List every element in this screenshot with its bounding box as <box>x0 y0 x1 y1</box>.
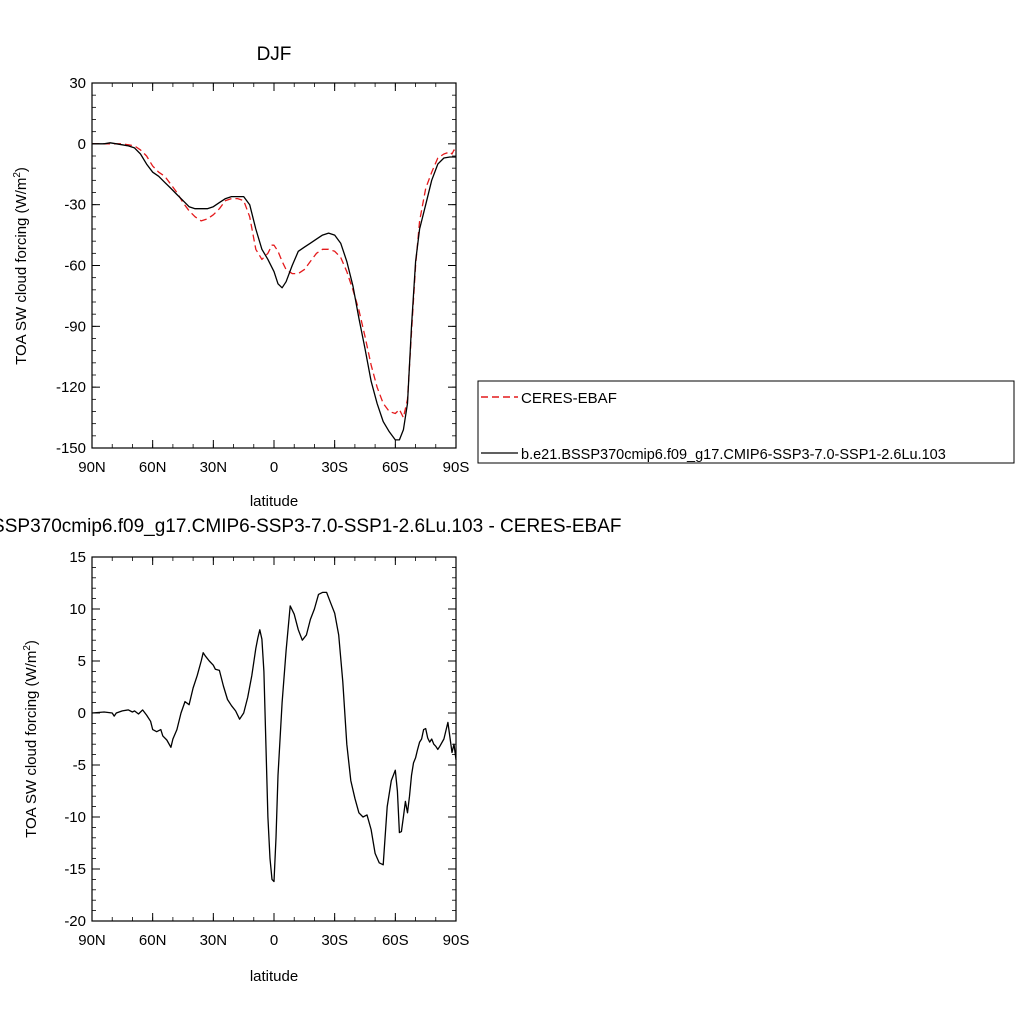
panel-djf: DJF 30 0 -30 -60 -90 -120 -150 90N 60N 30N 0 30S 60… <box>12 44 469 510</box>
y-tick-label: -15 <box>64 861 86 878</box>
legend-box <box>477 380 1015 464</box>
y-tick-label: -90 <box>64 318 86 335</box>
panel2-x-axis-label: latitude <box>250 968 298 985</box>
x-tick-label: 60N <box>139 459 167 476</box>
panel2-series-lines <box>91 591 457 883</box>
y-tick-label: -5 <box>73 757 86 774</box>
series-line-ceres-ebaf <box>92 143 457 419</box>
y-tick-label: -60 <box>64 258 86 275</box>
y-tick-label: -30 <box>64 197 86 214</box>
y-tick-label: 5 <box>78 653 86 670</box>
panel1-ticks <box>91 82 457 449</box>
panel2-ticks <box>91 556 457 922</box>
x-tick-label: 30S <box>321 932 348 949</box>
y-tick-label: 15 <box>69 549 86 566</box>
y-tick-label: 0 <box>78 705 86 722</box>
panel-difference: b.e21.BSSP370cmip6.f09_g17.CMIP6-SSP3-7.… <box>0 516 621 985</box>
x-tick-label: 90S <box>443 459 470 476</box>
y-tick-label: 10 <box>69 601 86 618</box>
panel2-x-tick-labels: 90N 60N 30N 0 30S 60S 90S <box>78 932 469 949</box>
panel1-y-tick-labels: 30 0 -30 -60 -90 -120 -150 <box>56 75 86 457</box>
panel1-y-axis-label: TOA SW cloud forcing (W/m2) <box>12 167 30 365</box>
x-tick-label: 60S <box>382 459 409 476</box>
x-tick-label: 0 <box>270 932 278 949</box>
x-tick-label: 90N <box>78 459 106 476</box>
y-tick-label: -120 <box>56 379 86 396</box>
x-tick-label: 30S <box>321 459 348 476</box>
x-tick-label: 60N <box>139 932 167 949</box>
y-tick-label: 0 <box>78 136 86 153</box>
x-tick-label: 30N <box>200 932 228 949</box>
panel1-x-axis-label: latitude <box>250 493 298 510</box>
panel1-plot-frame <box>91 82 457 449</box>
panel1-title: DJF <box>257 44 292 65</box>
panel2-title: b.e21.BSSP370cmip6.f09_g17.CMIP6-SSP3-7.… <box>0 516 621 537</box>
x-tick-label: 90S <box>443 932 470 949</box>
panel2-plot-frame <box>91 556 457 922</box>
panel2-y-axis-label: TOA SW cloud forcing (W/m2) <box>22 640 40 838</box>
y-tick-label: -150 <box>56 440 86 457</box>
legend-label-ceres: CERES-EBAF <box>521 390 617 407</box>
y-tick-label: 30 <box>69 75 86 92</box>
legend-label-model: b.e21.BSSP370cmip6.f09_g17.CMIP6-SSP3-7.… <box>521 447 946 463</box>
x-tick-label: 90N <box>78 932 106 949</box>
legend: CERES-EBAF b.e21.BSSP370cmip6.f09_g17.CM… <box>477 380 1015 464</box>
series-line-model <box>91 591 457 883</box>
panel1-x-tick-labels: 90N 60N 30N 0 30S 60S 90S <box>78 459 469 476</box>
panel2-y-tick-labels: 15 10 5 0 -5 -10 -15 -20 <box>64 549 86 930</box>
series-line-model <box>92 142 456 441</box>
x-tick-label: 60S <box>382 932 409 949</box>
x-tick-label: 0 <box>270 459 278 476</box>
x-tick-label: 30N <box>200 459 228 476</box>
y-tick-label: -20 <box>64 913 86 930</box>
panel1-series-lines <box>92 142 457 441</box>
y-tick-label: -10 <box>64 809 86 826</box>
